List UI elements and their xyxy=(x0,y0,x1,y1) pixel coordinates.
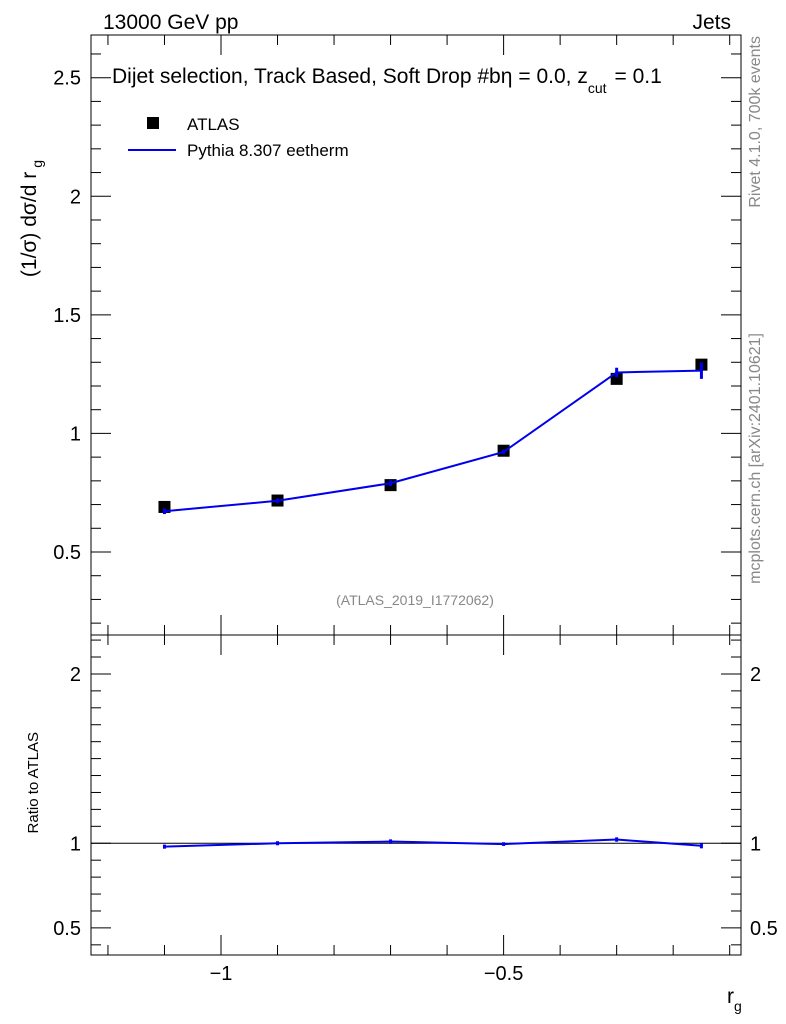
ratio-y-tick-label-left: 0.5 xyxy=(53,918,81,940)
mcplots-label: mcplots.cern.ch [arXiv:2401.10621] xyxy=(747,333,764,584)
pythia-line xyxy=(164,369,702,513)
main-series xyxy=(158,358,708,515)
rivet-label: Rivet 4.1.0, 700k events xyxy=(747,36,764,208)
tick-labels: 0.5 1 1.5 2 2.5 0.5 0.5 1 1 2 2 −1 −0.5 xyxy=(53,68,778,985)
ratio-y-axis-label: Ratio to ATLAS xyxy=(25,732,42,833)
legend-atlas-marker xyxy=(147,117,159,129)
jets-label: Jets xyxy=(692,11,731,34)
axis-ticks xyxy=(91,35,741,955)
ratio-line xyxy=(164,838,702,848)
analysis-watermark: (ATLAS_2019_I1772062) xyxy=(336,592,494,608)
plot-title: Dijet selection, Track Based, Soft Drop … xyxy=(112,65,662,96)
ratio-frame xyxy=(90,634,742,956)
legend: ATLAS Pythia 8.307 eetherm xyxy=(128,115,349,160)
ratio-series xyxy=(162,837,703,849)
main-y-axis-label: (1/σ) dσ/d rg xyxy=(18,160,45,277)
ratio-y-tick-label-left: 2 xyxy=(70,664,81,686)
x-tick-label: −0.5 xyxy=(484,963,523,985)
x-tick-label: −1 xyxy=(210,963,233,985)
ratio-y-tick-label-right: 1 xyxy=(750,833,761,855)
ratio-y-tick-label-right: 2 xyxy=(750,664,761,686)
energy-label: 13000 GeV pp xyxy=(103,11,238,34)
main-y-tick-label: 2 xyxy=(70,186,81,208)
main-y-tick-label: 2.5 xyxy=(53,68,81,90)
main-y-tick-label: 0.5 xyxy=(53,542,81,564)
x-axis-label: rg xyxy=(727,985,742,1014)
main-y-tick-label: 1.5 xyxy=(53,305,81,327)
ratio-y-tick-label-right: 0.5 xyxy=(750,918,778,940)
legend-atlas-label: ATLAS xyxy=(187,115,240,134)
ratio-y-tick-label-left: 1 xyxy=(70,833,81,855)
main-y-tick-label: 1 xyxy=(70,423,81,445)
legend-pythia-label: Pythia 8.307 eetherm xyxy=(187,141,349,160)
atlas-data-point xyxy=(610,372,623,385)
